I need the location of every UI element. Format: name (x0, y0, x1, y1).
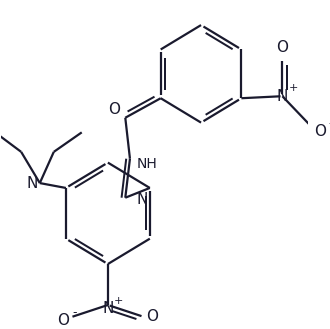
Text: O: O (57, 313, 69, 328)
Text: -: - (72, 306, 77, 319)
Text: N: N (136, 192, 148, 207)
Text: -: - (329, 117, 330, 130)
Text: NH: NH (136, 157, 157, 170)
Text: O: O (108, 102, 120, 117)
Text: N: N (277, 89, 288, 104)
Text: N: N (102, 301, 114, 316)
Text: +: + (114, 296, 123, 306)
Text: O: O (277, 40, 288, 55)
Text: N: N (27, 176, 38, 190)
Text: O: O (314, 124, 326, 139)
Text: +: + (289, 84, 298, 93)
Text: O: O (147, 309, 159, 324)
